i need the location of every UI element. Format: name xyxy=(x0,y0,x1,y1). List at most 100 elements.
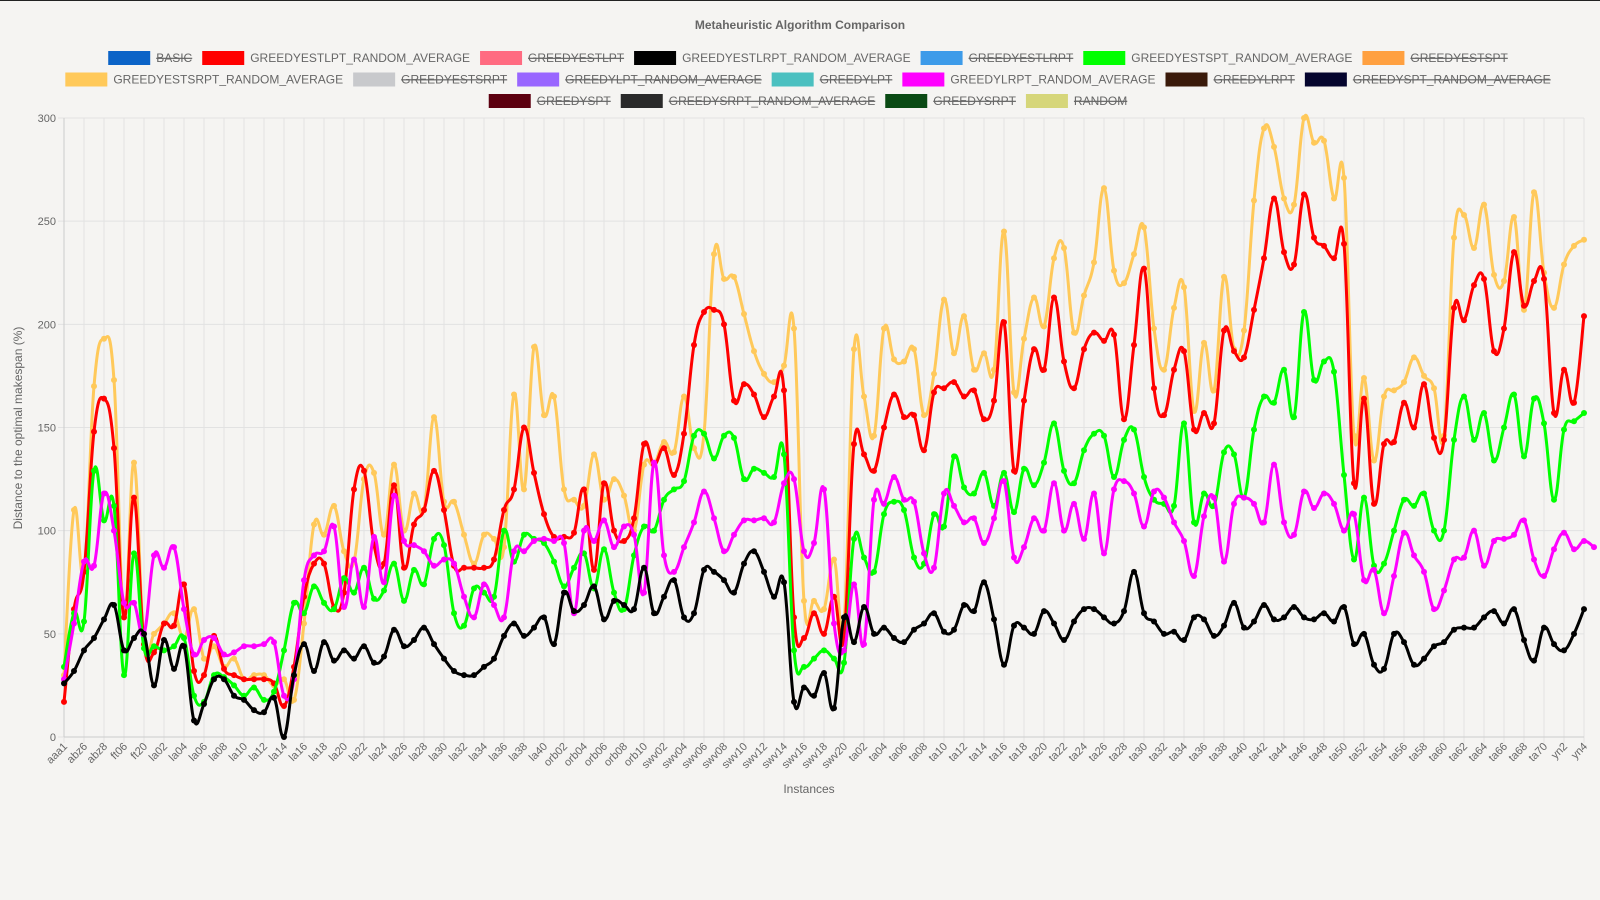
data-point[interactable] xyxy=(581,601,587,608)
data-point[interactable] xyxy=(221,676,227,683)
data-point[interactable] xyxy=(1401,379,1407,386)
data-point[interactable] xyxy=(1481,614,1487,621)
data-point[interactable] xyxy=(1301,191,1307,198)
data-point[interactable] xyxy=(111,502,117,509)
data-point[interactable] xyxy=(151,649,157,656)
data-point[interactable] xyxy=(851,535,857,542)
data-point[interactable] xyxy=(1561,647,1567,654)
data-point[interactable] xyxy=(1411,661,1417,668)
data-point[interactable] xyxy=(1251,500,1257,507)
data-point[interactable] xyxy=(1141,523,1147,530)
data-point[interactable] xyxy=(441,542,447,549)
data-point[interactable] xyxy=(761,414,767,421)
data-point[interactable] xyxy=(451,610,457,617)
data-point[interactable] xyxy=(61,680,67,687)
data-point[interactable] xyxy=(511,486,517,493)
data-point[interactable] xyxy=(1401,639,1407,646)
data-point[interactable] xyxy=(641,523,647,530)
data-point[interactable] xyxy=(1101,550,1107,557)
data-point[interactable] xyxy=(871,496,877,503)
data-point[interactable] xyxy=(71,620,77,627)
data-point[interactable] xyxy=(1421,655,1427,662)
data-point[interactable] xyxy=(1421,568,1427,575)
data-point[interactable] xyxy=(491,601,497,608)
data-point[interactable] xyxy=(491,556,497,563)
data-point[interactable] xyxy=(91,562,97,569)
data-point[interactable] xyxy=(1471,282,1477,289)
data-point[interactable] xyxy=(821,630,827,637)
data-point[interactable] xyxy=(881,325,887,332)
data-point[interactable] xyxy=(1031,346,1037,353)
data-point[interactable] xyxy=(1591,544,1597,551)
data-point[interactable] xyxy=(911,412,917,419)
data-point[interactable] xyxy=(571,496,577,503)
data-point[interactable] xyxy=(421,581,427,588)
data-point[interactable] xyxy=(1501,424,1507,431)
data-point[interactable] xyxy=(1001,228,1007,235)
data-point[interactable] xyxy=(761,370,767,377)
data-point[interactable] xyxy=(241,696,247,703)
data-point[interactable] xyxy=(1121,280,1127,287)
data-point[interactable] xyxy=(1081,535,1087,542)
data-point[interactable] xyxy=(651,610,657,617)
data-point[interactable] xyxy=(921,620,927,627)
data-point[interactable] xyxy=(901,414,907,421)
data-point[interactable] xyxy=(1251,306,1257,313)
data-point[interactable] xyxy=(201,700,207,707)
data-point[interactable] xyxy=(1541,573,1547,580)
data-point[interactable] xyxy=(781,579,787,586)
data-point[interactable] xyxy=(951,626,957,633)
data-point[interactable] xyxy=(1371,562,1377,569)
legend-item-greedyestlrpt-random-average[interactable]: GREEDYESTLRPT_RANDOM_AVERAGE xyxy=(634,51,911,65)
data-point[interactable] xyxy=(1331,368,1337,375)
data-point[interactable] xyxy=(1321,610,1327,617)
data-point[interactable] xyxy=(301,620,307,627)
data-point[interactable] xyxy=(1511,249,1517,256)
data-point[interactable] xyxy=(511,620,517,627)
data-point[interactable] xyxy=(541,412,547,419)
data-point[interactable] xyxy=(81,647,87,654)
data-point[interactable] xyxy=(1431,606,1437,613)
data-point[interactable] xyxy=(161,637,167,644)
data-point[interactable] xyxy=(1161,630,1167,637)
data-point[interactable] xyxy=(461,564,467,571)
data-point[interactable] xyxy=(801,663,807,670)
data-point[interactable] xyxy=(901,639,907,646)
data-point[interactable] xyxy=(1581,606,1587,613)
data-point[interactable] xyxy=(1201,339,1207,346)
data-point[interactable] xyxy=(1121,436,1127,443)
data-point[interactable] xyxy=(1331,500,1337,507)
data-point[interactable] xyxy=(991,616,997,623)
data-point[interactable] xyxy=(871,432,877,439)
data-point[interactable] xyxy=(851,639,857,646)
data-point[interactable] xyxy=(331,606,337,613)
data-point[interactable] xyxy=(191,606,197,613)
data-point[interactable] xyxy=(541,540,547,547)
data-point[interactable] xyxy=(351,556,357,563)
data-point[interactable] xyxy=(551,558,557,565)
data-point[interactable] xyxy=(1571,630,1577,637)
data-point[interactable] xyxy=(691,432,697,439)
data-point[interactable] xyxy=(1191,573,1197,580)
data-point[interactable] xyxy=(741,311,747,318)
data-point[interactable] xyxy=(1461,211,1467,218)
data-point[interactable] xyxy=(1351,480,1357,487)
data-point[interactable] xyxy=(1051,420,1057,427)
data-point[interactable] xyxy=(1401,496,1407,503)
data-point[interactable] xyxy=(1561,426,1567,433)
data-point[interactable] xyxy=(1201,490,1207,497)
data-point[interactable] xyxy=(1151,385,1157,392)
legend-item-greedylrpt-random-average[interactable]: GREEDYLRPT_RANDOM_AVERAGE xyxy=(902,72,1156,87)
data-point[interactable] xyxy=(1451,556,1457,563)
data-point[interactable] xyxy=(791,476,797,483)
data-point[interactable] xyxy=(851,441,857,448)
data-point[interactable] xyxy=(121,599,127,606)
data-point[interactable] xyxy=(991,515,997,522)
data-point[interactable] xyxy=(1161,412,1167,419)
data-point[interactable] xyxy=(961,601,967,608)
data-point[interactable] xyxy=(481,581,487,588)
data-point[interactable] xyxy=(251,643,257,650)
data-point[interactable] xyxy=(271,694,277,701)
data-point[interactable] xyxy=(161,564,167,571)
data-point[interactable] xyxy=(1221,558,1227,565)
